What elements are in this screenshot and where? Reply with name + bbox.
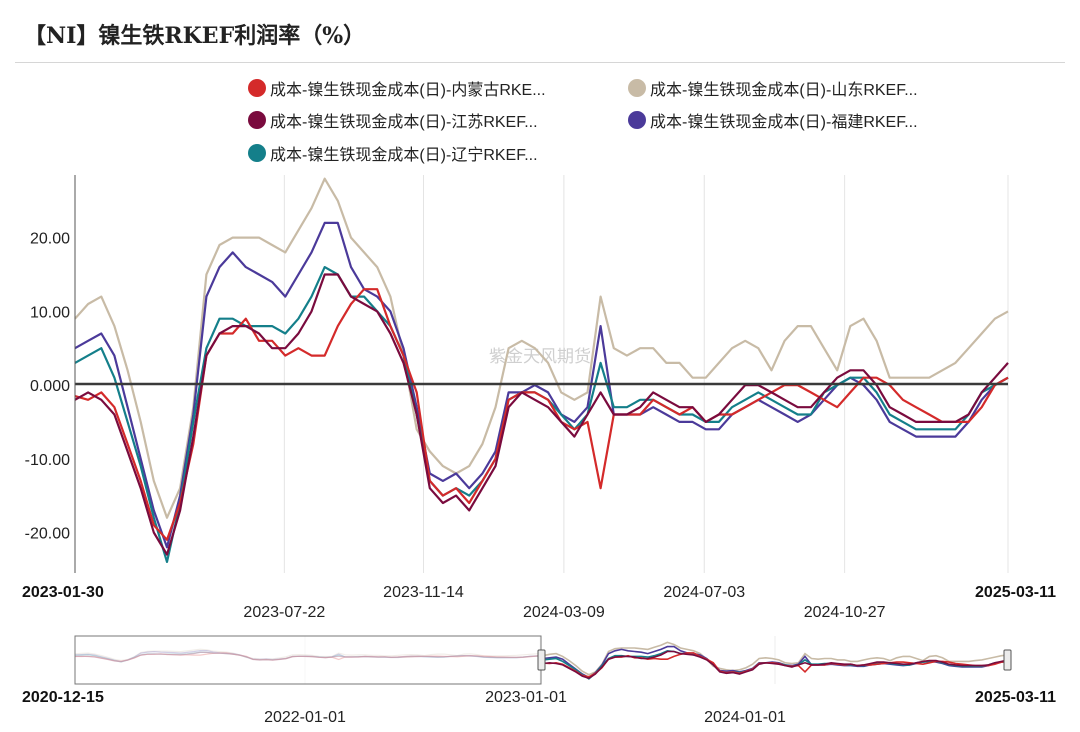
x-axis: 2023-01-30 2025-03-11 2023-07-22 2023-11-14… <box>22 584 1056 621</box>
navigator[interactable] <box>74 635 1012 685</box>
x-tick-label: 2024-03-09 <box>523 604 605 621</box>
x-tick-label-end: 2025-03-11 <box>975 584 1056 601</box>
series-line-0 <box>74 288 1009 541</box>
navigator-line-2 <box>542 650 1009 680</box>
y-axis: 20.00 10.00 0.000 -10.00 -20.00 <box>25 231 70 543</box>
series-lines <box>74 177 1009 564</box>
navigator-label-start: 2020-12-15 <box>22 689 104 706</box>
title-divider <box>15 62 1065 63</box>
x-tick-label: 2024-10-27 <box>804 604 886 621</box>
y-tick-label: -20.00 <box>25 525 70 542</box>
legend-label-fujian: 成本-镍生铁现金成本(日)-福建RKEF... <box>650 114 918 131</box>
legend-label-shandong: 成本-镍生铁现金成本(日)-山东RKEF... <box>650 82 918 99</box>
legend-label-jiangsu: 成本-镍生铁现金成本(日)-江苏RKEF... <box>270 114 538 131</box>
legend-label-neimenggu: 成本-镍生铁现金成本(日)-内蒙古RKE... <box>270 82 546 99</box>
navigator-handle-left[interactable] <box>537 649 546 671</box>
chart-title: 【NI】镍生铁RKEF利润率（%） <box>24 23 366 49</box>
navigator-mask <box>74 635 542 685</box>
series-line-3 <box>74 221 1009 549</box>
watermark: 紫金天风期货 <box>489 347 591 366</box>
legend-label-liaoning: 成本-镍生铁现金成本(日)-辽宁RKEF... <box>270 147 538 164</box>
x-tick-label-start: 2023-01-30 <box>22 584 104 601</box>
y-tick-label: 20.00 <box>30 231 70 248</box>
navigator-label: 2024-01-01 <box>704 709 786 726</box>
legend-item-neimenggu[interactable]: 成本-镍生铁现金成本(日)-内蒙古RKE... <box>248 76 546 100</box>
navigator-label: 2022-01-01 <box>264 709 346 726</box>
navigator-line-1 <box>542 641 1009 676</box>
navigator-label-end: 2025-03-11 <box>975 689 1056 706</box>
series-line-4 <box>74 266 1009 564</box>
series-line-2 <box>74 273 1009 556</box>
legend-dot-liaoning <box>248 144 266 162</box>
navigator-labels: 2020-12-15 2025-03-11 2022-01-01 2023-01-01… <box>22 689 1056 726</box>
navigator-handle-right[interactable] <box>1003 649 1012 671</box>
vertical-gridlines <box>283 175 1009 573</box>
x-tick-label: 2024-07-03 <box>663 584 745 601</box>
legend-dot-shandong <box>628 79 646 97</box>
legend-item-fujian[interactable]: 成本-镍生铁现金成本(日)-福建RKEF... <box>628 108 918 132</box>
legend-item-shandong[interactable]: 成本-镍生铁现金成本(日)-山东RKEF... <box>628 76 918 100</box>
y-tick-label: 10.00 <box>30 304 70 321</box>
y-tick-label: 0.000 <box>30 378 70 395</box>
legend-dot-jiangsu <box>248 111 266 129</box>
navigator-label: 2023-01-01 <box>485 689 567 706</box>
legend-item-liaoning[interactable]: 成本-镍生铁现金成本(日)-辽宁RKEF... <box>248 141 538 165</box>
y-tick-label: -10.00 <box>25 452 70 469</box>
legend-dot-neimenggu <box>248 79 266 97</box>
series-line-1 <box>74 177 1009 519</box>
legend-item-jiangsu[interactable]: 成本-镍生铁现金成本(日)-江苏RKEF... <box>248 108 538 132</box>
legend-dot-fujian <box>628 111 646 129</box>
x-tick-label: 2023-07-22 <box>243 604 325 621</box>
x-tick-label: 2023-11-14 <box>383 584 464 601</box>
